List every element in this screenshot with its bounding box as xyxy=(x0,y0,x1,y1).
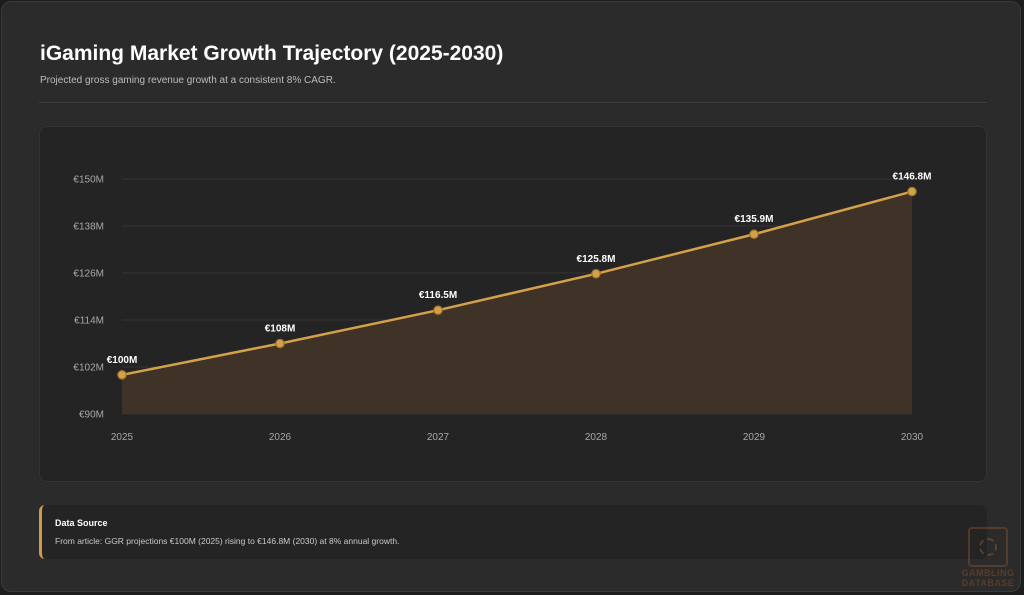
data-label: €116.5M xyxy=(419,290,457,301)
page-subtitle: Projected gross gaming revenue growth at… xyxy=(40,75,336,86)
y-tick-label: €90M xyxy=(79,410,104,421)
y-tick-label: €102M xyxy=(73,363,104,374)
data-label: €100M xyxy=(107,355,138,366)
data-label: €146.8M xyxy=(893,172,932,183)
x-tick-label: 2027 xyxy=(427,432,450,443)
x-tick-label: 2026 xyxy=(269,432,292,443)
data-label: €125.8M xyxy=(577,254,616,265)
series-line xyxy=(121,190,913,377)
data-point xyxy=(433,305,443,316)
y-tick-label: €150M xyxy=(73,175,104,186)
data-point xyxy=(275,338,285,349)
y-tick-label: €126M xyxy=(73,269,104,280)
watermark-text: GAMBLING DATABASE xyxy=(961,568,1015,588)
x-tick-label: 2028 xyxy=(585,432,608,443)
x-tick-label: 2029 xyxy=(743,432,766,443)
watermark-logo: GAMBLING DATABASE xyxy=(952,527,1024,593)
x-tick-label: 2030 xyxy=(901,432,924,443)
data-point xyxy=(591,268,601,279)
data-source-text: From article: GGR projections €100M (202… xyxy=(55,536,400,546)
data-label: €135.9M xyxy=(735,214,774,225)
roulette-chip-icon xyxy=(968,527,1008,567)
page-title: iGaming Market Growth Trajectory (2025-2… xyxy=(40,42,504,65)
data-source-card: Data Source From article: GGR projection… xyxy=(39,505,987,559)
data-label: €108M xyxy=(265,324,296,335)
data-point xyxy=(749,229,759,240)
y-tick-label: €114M xyxy=(74,316,104,327)
data-point xyxy=(907,186,917,197)
y-tick-label: €138M xyxy=(73,222,104,233)
growth-area-chart: €90M €102M €114M €126M €138M €150M 2025 2026 202… xyxy=(73,172,932,443)
data-source-title: Data Source xyxy=(55,518,108,528)
chart-card: €90M €102M €114M €126M €138M €150M 2025 2026 202… xyxy=(39,126,987,482)
header-divider xyxy=(39,102,987,103)
data-point xyxy=(117,370,127,380)
x-tick-label: 2025 xyxy=(111,432,134,443)
area-fill xyxy=(122,191,912,414)
